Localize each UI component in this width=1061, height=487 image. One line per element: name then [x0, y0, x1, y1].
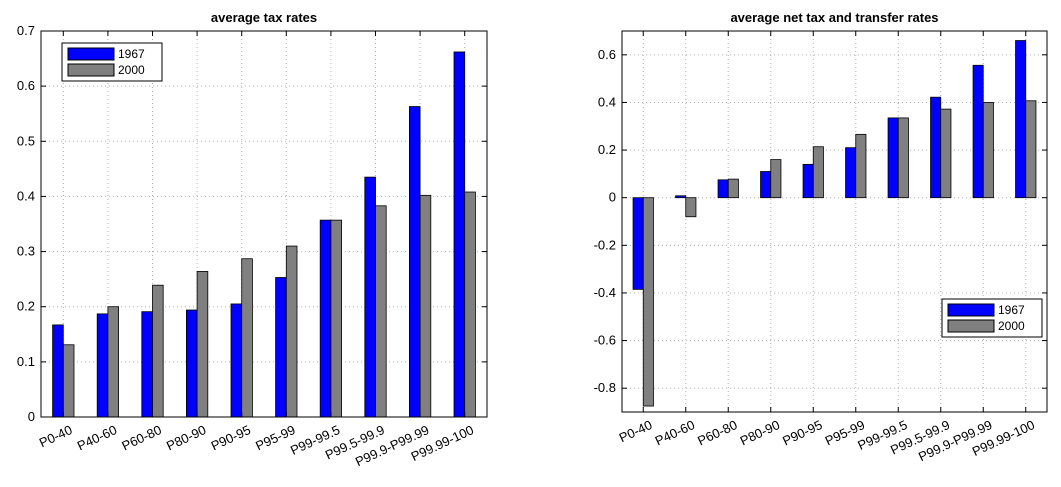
- legend: 1967 2000: [941, 298, 1043, 338]
- y-tick-label: 0.5: [17, 133, 35, 148]
- legend-label-1967: 1967: [998, 303, 1025, 317]
- bar-1967-P80-90: [760, 171, 772, 199]
- bar-2000-P99.9-P99.99: [419, 194, 432, 418]
- bar-1967-P40-60: [96, 313, 109, 418]
- legend-label-1967: 1967: [118, 47, 145, 61]
- bar-1967-P95-99: [845, 147, 857, 199]
- bar-1967-P0-40: [52, 324, 64, 418]
- x-tick-label: P0-40: [37, 422, 75, 450]
- bar-1967-P60-80: [141, 311, 153, 418]
- y-tick-label: -0.2: [594, 237, 616, 252]
- bar-2000-P99.5-99.9: [375, 205, 387, 418]
- y-tick-label: 0.6: [17, 78, 35, 93]
- bar-1967-P99.9-P99.99: [408, 106, 421, 418]
- bar-1967-P90-95: [802, 163, 814, 199]
- bar-2000-P99-99.5: [330, 219, 343, 418]
- bar-1967-P90-95: [230, 303, 243, 418]
- bar-1967-P99-99.5: [319, 219, 332, 418]
- bar-2000-P99-99.5: [897, 117, 909, 199]
- bar-2000-P60-80: [727, 178, 739, 199]
- bar-2000-P95-99: [855, 133, 867, 199]
- y-tick-label: -0.4: [594, 285, 616, 300]
- legend-swatch-2000: [947, 319, 995, 333]
- y-tick-label: 0.2: [598, 142, 616, 157]
- bar-1967-P0-40: [632, 197, 644, 290]
- bar-2000-P0-40: [642, 197, 654, 407]
- chart-panel-tax-rates: average tax rates 0 0.1 0.2 0.3 0.4 0.5 0.6 0.7…: [17, 10, 488, 469]
- bar-1967-P99.9-P99.99: [972, 64, 984, 199]
- bars-layer: [52, 51, 476, 418]
- axes-box: [40, 30, 488, 418]
- bar-2000-P99.5-99.9: [940, 108, 952, 199]
- x-tick-label: P0-40: [617, 417, 655, 445]
- bar-2000-P99.99-100: [464, 191, 476, 418]
- bar-1967-P99.5-99.9: [364, 176, 376, 418]
- y-tick-label: 0.7: [17, 23, 35, 38]
- legend-swatch-1967: [947, 303, 995, 317]
- bar-1967-P60-80: [717, 179, 729, 199]
- chart-title: average tax rates: [211, 10, 317, 25]
- y-tick-label: 0.2: [17, 299, 35, 314]
- grid-layer: [622, 31, 1047, 412]
- x-tick-label: P40-60: [653, 417, 697, 448]
- bar-1967-P99.99-100: [453, 51, 466, 418]
- y-tick-label: 0: [28, 409, 35, 424]
- x-tick-label: P60-80: [119, 422, 163, 453]
- bar-1967-P99.99-100: [1015, 40, 1027, 199]
- bar-2000-P60-80: [152, 284, 164, 418]
- bar-2000-P0-40: [62, 344, 75, 418]
- bar-2000-P90-95: [241, 258, 253, 418]
- legend-label-2000: 2000: [118, 63, 145, 77]
- bar-2000-P95-99: [285, 245, 298, 418]
- y-tick-label: 0: [609, 190, 616, 205]
- y-tick-label: -0.8: [594, 380, 616, 395]
- bar-2000-P90-95: [812, 146, 824, 199]
- y-tick-label: 0.6: [598, 47, 616, 62]
- bar-1967-P80-90: [185, 309, 198, 418]
- bar-2000-P40-60: [107, 306, 120, 418]
- legend: 1967 2000: [61, 42, 163, 82]
- x-tick-label: P90-95: [209, 422, 253, 453]
- x-tick-label: P80-90: [738, 417, 782, 448]
- y-tick-label: -0.6: [594, 333, 616, 348]
- bar-2000-P80-90: [770, 159, 782, 199]
- bar-1967-P40-60: [675, 195, 687, 199]
- bar-1967-P99.5-99.9: [930, 96, 942, 199]
- x-tick-label: P90-95: [780, 417, 824, 448]
- axes-box: [621, 30, 1048, 413]
- y-tick-label: 0.4: [17, 188, 35, 203]
- bar-2000-P80-90: [196, 271, 209, 418]
- legend-swatch-1967: [67, 47, 115, 61]
- chart-title: average net tax and transfer rates: [730, 10, 938, 25]
- x-tick-label: P40-60: [75, 422, 119, 453]
- x-tick-label: P60-80: [695, 417, 739, 448]
- x-tick-label: P80-90: [164, 422, 208, 453]
- legend-swatch-2000: [67, 63, 115, 77]
- bars-layer: [632, 40, 1037, 407]
- bar-2000-P99.99-100: [1025, 100, 1037, 199]
- bar-1967-P95-99: [275, 277, 287, 418]
- legend-label-2000: 2000: [998, 319, 1025, 333]
- bar-1967-P99-99.5: [887, 117, 899, 199]
- y-tick-label: 0.3: [17, 244, 35, 259]
- y-tick-label: 0.1: [17, 354, 35, 369]
- bar-2000-P40-60: [685, 197, 697, 218]
- bar-2000-P99.9-P99.99: [982, 102, 994, 199]
- y-tick-label: 0.4: [598, 94, 616, 109]
- chart-panel-net-tax-transfer-rates: average net tax and transfer rates -0.8 -…: [594, 10, 1048, 464]
